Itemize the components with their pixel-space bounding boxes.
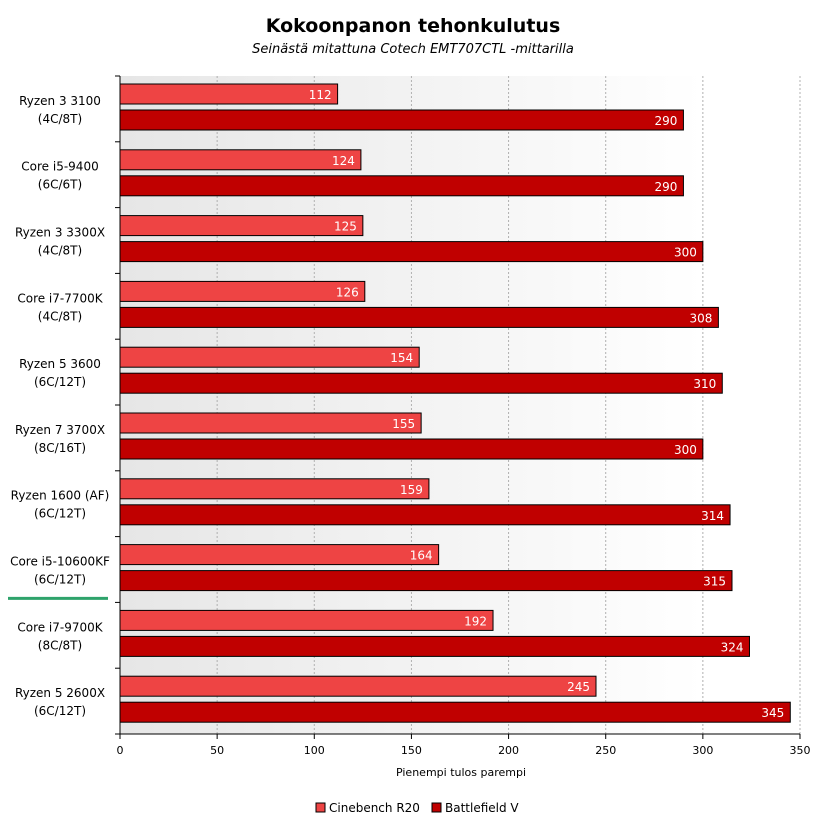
category-label: Core i5-9400 (21, 160, 98, 174)
data-label: 300 (674, 443, 697, 457)
bar (119, 570, 733, 592)
data-label: 324 (721, 640, 744, 654)
category-label: Core i5-10600KF (10, 555, 110, 569)
x-tick-label: 0 (117, 744, 124, 757)
bar (119, 306, 719, 328)
data-label: 345 (761, 706, 784, 720)
bar (119, 675, 597, 697)
legend-entry: Battlefield V (445, 801, 519, 815)
category-label: Core i7-7700K (17, 291, 103, 305)
data-label: 308 (689, 311, 712, 325)
bars: 112 290 124 290 125 300 126 308 154 310 155 300 159 3… (119, 83, 791, 723)
x-tick-label: 50 (210, 744, 224, 757)
data-label: 192 (464, 614, 487, 628)
bar (119, 635, 750, 657)
category-labels: Ryzen 3 3100 (4C/8T) Core i5-9400 (6C/6T) Ry… (8, 94, 110, 718)
legend-swatch (315, 802, 326, 813)
x-tick-label: 100 (304, 744, 325, 757)
x-tick-label: 350 (790, 744, 811, 757)
legend-swatch (431, 802, 442, 813)
bar (119, 701, 791, 723)
data-label: 154 (390, 351, 413, 365)
x-axis-label: Pienempi tulos parempi (396, 766, 526, 779)
data-label: 314 (701, 509, 724, 523)
category-label: Ryzen 5 2600X (15, 686, 105, 700)
data-label: 300 (674, 246, 697, 260)
data-label: 290 (655, 180, 678, 194)
x-tick-label: 200 (498, 744, 519, 757)
category-sublabel: (4C/8T) (38, 244, 82, 258)
bar (119, 609, 494, 631)
category-label: Ryzen 3 3100 (19, 94, 101, 108)
category-sublabel: (6C/12T) (34, 507, 86, 521)
bar (119, 438, 704, 460)
bar (119, 346, 420, 368)
bar (119, 215, 364, 237)
legend: Cinebench R20 Battlefield V (315, 801, 519, 815)
bar (119, 412, 422, 434)
x-tick-label: 300 (692, 744, 713, 757)
category-sublabel: (4C/8T) (38, 112, 82, 126)
data-label: 315 (703, 575, 726, 589)
category-label: Core i7-9700K (17, 620, 103, 634)
data-label: 245 (567, 680, 590, 694)
bar (119, 478, 430, 500)
bar (119, 372, 723, 394)
legend-entry: Cinebench R20 (329, 801, 420, 815)
data-label: 164 (410, 549, 433, 563)
category-sublabel: (6C/6T) (38, 178, 82, 192)
bar (119, 175, 684, 197)
category-sublabel: (6C/12T) (34, 704, 86, 718)
bar (119, 109, 684, 131)
chart-title: Kokoonpanon tehonkulutus (266, 15, 561, 37)
category-label: Ryzen 7 3700X (15, 423, 105, 437)
x-tick-label: 250 (595, 744, 616, 757)
bar (119, 544, 440, 566)
category-sublabel: (4C/8T) (38, 309, 82, 323)
data-label: 159 (400, 483, 423, 497)
category-sublabel: (6C/12T) (34, 573, 86, 587)
bar (119, 241, 704, 263)
data-label: 125 (334, 220, 357, 234)
data-label: 155 (392, 417, 415, 431)
x-tick-labels: 0 50 100 150 200 250 300 350 (117, 744, 811, 757)
chart-subtitle: Seinästä mitattuna Cotech EMT707CTL -mit… (252, 42, 574, 57)
data-label: 310 (693, 377, 716, 391)
category-sublabel: (6C/12T) (34, 375, 86, 389)
category-label: Ryzen 3 3300X (15, 226, 105, 240)
bar (119, 280, 366, 302)
data-label: 126 (336, 285, 359, 299)
category-sublabel: (8C/8T) (38, 638, 82, 652)
category-label: Ryzen 5 3600 (19, 357, 101, 371)
bar (119, 83, 339, 105)
bar (119, 149, 362, 171)
category-label: Ryzen 1600 (AF) (11, 489, 110, 503)
data-label: 124 (332, 154, 355, 168)
category-sublabel: (8C/16T) (34, 441, 86, 455)
x-tick-label: 150 (401, 744, 422, 757)
axes (115, 75, 801, 739)
data-label: 290 (655, 114, 678, 128)
data-label: 112 (309, 88, 332, 102)
bar (119, 504, 731, 526)
